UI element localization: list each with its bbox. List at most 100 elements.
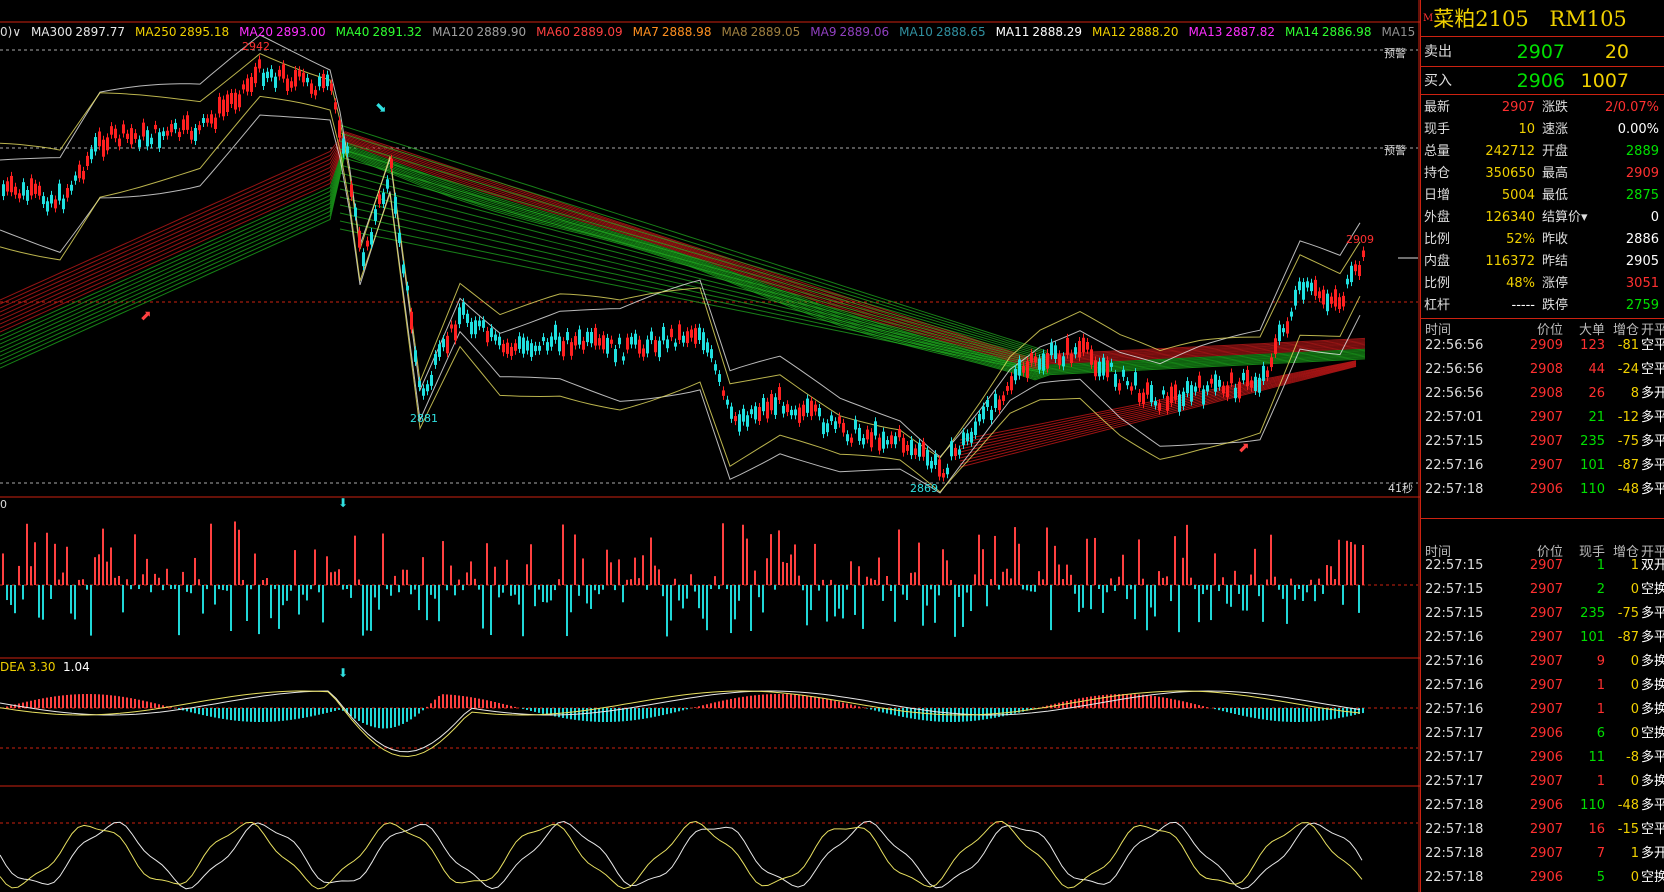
candle-body bbox=[110, 126, 113, 135]
table-row[interactable]: 22:57:15 2907 235 -75 多平 bbox=[1421, 430, 1664, 454]
ma-legend-ma14[interactable]: MA14 2886.98 bbox=[1285, 25, 1371, 39]
macd-bar bbox=[662, 708, 664, 716]
candle-body bbox=[662, 326, 665, 341]
volume-bar bbox=[422, 557, 424, 585]
volume-bar bbox=[518, 585, 520, 605]
ma-ribbon-line bbox=[0, 131, 1366, 360]
volume-bar bbox=[242, 579, 244, 585]
table-row[interactable]: 22:57:17 2907 1 0 多换 bbox=[1421, 770, 1664, 794]
table-row[interactable]: 22:57:17 2906 11 -8 多平 bbox=[1421, 746, 1664, 770]
macd-bar bbox=[830, 699, 832, 708]
candle-body bbox=[126, 133, 129, 139]
candle-body bbox=[34, 183, 37, 194]
cell-volume: 7 bbox=[1596, 846, 1605, 861]
ma-legend-ma10[interactable]: MA10 2888.65 bbox=[899, 25, 985, 39]
volume-bar bbox=[1066, 564, 1068, 585]
candle-body bbox=[1162, 390, 1165, 395]
table-row[interactable]: 22:57:18 2907 7 1 多开 bbox=[1421, 842, 1664, 866]
volume-bar bbox=[426, 585, 428, 621]
ask-row[interactable]: 卖出 2907 20 bbox=[1421, 38, 1664, 66]
candle-body bbox=[1246, 369, 1249, 387]
macd-bar bbox=[814, 696, 816, 708]
ma-legend-ma250[interactable]: MA250 2895.18 bbox=[135, 25, 229, 39]
table-row[interactable]: 22:57:15 2907 235 -75 多平 bbox=[1421, 602, 1664, 626]
candle-body bbox=[778, 387, 781, 400]
stat-0-left: 最新 2907 bbox=[1421, 97, 1539, 119]
candle-body bbox=[934, 454, 937, 466]
volume-bar bbox=[1206, 585, 1208, 590]
macd-bar bbox=[1354, 708, 1356, 715]
bid-row[interactable]: 买入 2906 1007 bbox=[1421, 67, 1664, 95]
table-row[interactable]: 22:57:18 2906 110 -48 多平 bbox=[1421, 794, 1664, 818]
cell-oi-change: -24 bbox=[1617, 362, 1639, 377]
table-row[interactable]: 22:57:18 2907 16 -15 空平 bbox=[1421, 818, 1664, 842]
candle-body bbox=[1078, 340, 1081, 358]
table-row[interactable]: 22:57:16 2907 101 -87 多平 bbox=[1421, 454, 1664, 478]
stat-5-right[interactable]: 结算价▾ 0 bbox=[1539, 207, 1663, 229]
macd-bar bbox=[1114, 694, 1116, 708]
ma-legend-ma12[interactable]: MA12 2888.20 bbox=[1092, 25, 1178, 39]
ma-fan-line bbox=[959, 365, 1357, 465]
ma-legend-ma9[interactable]: MA9 2889.06 bbox=[810, 25, 889, 39]
candle-body bbox=[1278, 324, 1281, 342]
table-row[interactable]: 22:57:01 2907 21 -12 多平 bbox=[1421, 406, 1664, 430]
macd-bar bbox=[994, 708, 996, 718]
volume-bar bbox=[186, 585, 188, 592]
cell-price: 2907 bbox=[1529, 702, 1563, 717]
macd-bar bbox=[786, 694, 788, 708]
cell-price: 2907 bbox=[1529, 774, 1563, 789]
macd-bar bbox=[410, 708, 412, 720]
macd-bar bbox=[394, 708, 396, 727]
table-row[interactable]: 22:56:56 2908 26 8 多开 bbox=[1421, 382, 1664, 406]
ma-legend-ma7[interactable]: MA7 2888.98 bbox=[633, 25, 712, 39]
table-row[interactable]: 22:57:15 2907 1 1 双开 bbox=[1421, 554, 1664, 578]
ma-legend-ma40[interactable]: MA40 2891.32 bbox=[336, 25, 422, 39]
volume-bar bbox=[810, 585, 812, 611]
table-row[interactable]: 22:56:56 2908 44 -24 空平 bbox=[1421, 358, 1664, 382]
macd-bar bbox=[346, 708, 348, 714]
volume-bar bbox=[1118, 576, 1120, 585]
candle-body bbox=[1286, 321, 1289, 334]
macd-bar bbox=[1326, 708, 1328, 720]
table-row[interactable]: 22:57:15 2907 2 0 空换 bbox=[1421, 578, 1664, 602]
volume-bar bbox=[1326, 565, 1328, 585]
table-row[interactable]: 22:57:16 2907 101 -87 多平 bbox=[1421, 626, 1664, 650]
table-row[interactable]: 22:57:18 2906 5 0 空换 bbox=[1421, 866, 1664, 890]
table-row[interactable]: 22:57:16 2907 9 0 多换 bbox=[1421, 650, 1664, 674]
candle-body bbox=[654, 340, 657, 353]
candle-body bbox=[558, 336, 561, 352]
kline-chart[interactable]: ⬈ ⬊ ⬈ ⬇ ⬇ bbox=[0, 0, 1420, 892]
volume-bar bbox=[618, 559, 620, 585]
volume-bar bbox=[454, 585, 456, 596]
cell-time: 22:57:16 bbox=[1425, 702, 1484, 717]
ma-legend-ma11[interactable]: MA11 2888.29 bbox=[996, 25, 1082, 39]
table-row[interactable]: 22:57:16 2907 1 0 多换 bbox=[1421, 674, 1664, 698]
candle-body bbox=[174, 122, 177, 130]
volume-bar bbox=[354, 535, 356, 585]
table-row[interactable]: 22:57:16 2907 1 0 多换 bbox=[1421, 698, 1664, 722]
candle-body bbox=[162, 131, 165, 137]
candle-body bbox=[1126, 381, 1129, 386]
ma-legend-ma60[interactable]: MA60 2889.09 bbox=[536, 25, 622, 39]
ma-legend-ma120[interactable]: MA120 2889.90 bbox=[432, 25, 526, 39]
candle-body bbox=[346, 146, 349, 154]
quote-panel: M菜粕2105 RM105 卖出 2907 20 买入 2906 1007 最新… bbox=[1420, 0, 1664, 892]
candle-body bbox=[774, 397, 777, 415]
volume-bar bbox=[1042, 579, 1044, 585]
candle-body bbox=[226, 94, 229, 113]
volume-bar bbox=[214, 585, 216, 605]
ma-legend-ma8[interactable]: MA8 2889.05 bbox=[721, 25, 800, 39]
table-row[interactable]: 22:57:17 2906 6 0 空换 bbox=[1421, 722, 1664, 746]
table-row[interactable]: 22:57:18 2906 110 -48 多平 bbox=[1421, 478, 1664, 502]
column-header: 时间 bbox=[1425, 323, 1452, 338]
ma-legend-ma13[interactable]: MA13 2887.82 bbox=[1189, 25, 1275, 39]
ma-legend-ma20[interactable]: MA20 2893.00 bbox=[239, 25, 325, 39]
candle-body bbox=[1350, 265, 1353, 283]
stat-9-right: 跌停 2759 bbox=[1539, 295, 1663, 317]
table-row[interactable]: 22:56:56 2909 123 -81 空平 bbox=[1421, 334, 1664, 358]
ma-legend-ma15[interactable]: MA152885.93 bbox=[1381, 25, 1418, 39]
volume-bar bbox=[1082, 585, 1084, 608]
ma-prefix[interactable]: 0)∨ bbox=[0, 25, 22, 39]
ma-legend-ma300[interactable]: MA300 2897.77 bbox=[31, 25, 125, 39]
volume-bar bbox=[538, 585, 540, 590]
